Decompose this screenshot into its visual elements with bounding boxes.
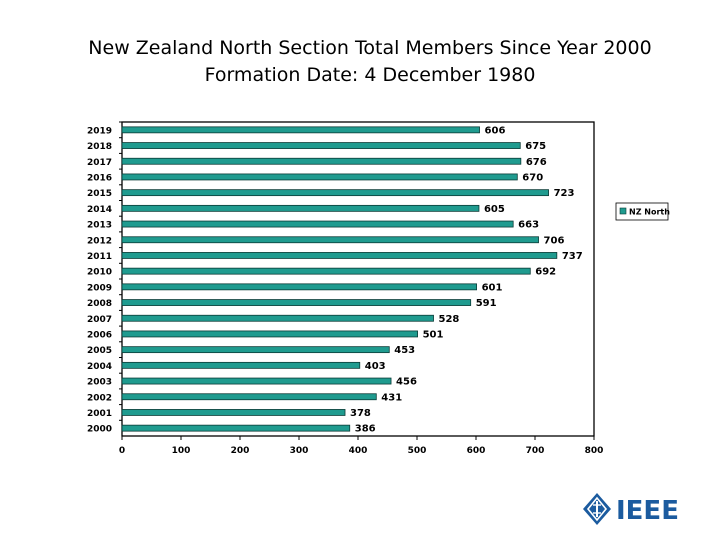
bar xyxy=(121,393,377,401)
bar xyxy=(121,330,418,338)
y-tick-label: 2008 xyxy=(87,299,112,309)
ieee-diamond-icon xyxy=(583,493,611,525)
title-block: New Zealand North Section Total Members … xyxy=(0,36,720,89)
ieee-logo-text: IEEE xyxy=(616,496,679,526)
data-label: 737 xyxy=(562,251,583,262)
x-tick-label: 100 xyxy=(172,446,191,456)
plot-frame xyxy=(121,121,595,437)
data-label: 591 xyxy=(476,298,497,309)
data-label: 692 xyxy=(535,267,556,278)
data-label: 528 xyxy=(439,314,460,325)
bar xyxy=(121,236,539,244)
x-tick-label: 300 xyxy=(290,446,309,456)
slide-subtitle: Formation Date: 4 December 1980 xyxy=(204,64,536,86)
data-label: 676 xyxy=(526,157,547,168)
y-tick-label: 2005 xyxy=(87,346,112,356)
bar xyxy=(121,204,480,212)
bar xyxy=(121,283,477,291)
bar xyxy=(121,142,521,149)
data-label: 723 xyxy=(554,188,575,199)
legend-label: NZ North xyxy=(629,208,670,217)
bar xyxy=(121,126,480,134)
x-tick-label: 0 xyxy=(119,446,125,456)
data-label: 501 xyxy=(423,329,444,340)
slide-title: New Zealand North Section Total Members … xyxy=(88,37,652,59)
y-tick-label: 2013 xyxy=(87,221,112,231)
bar xyxy=(121,314,434,322)
bar xyxy=(121,267,531,275)
y-tick-label: 2017 xyxy=(87,158,112,168)
data-label: 601 xyxy=(482,282,503,293)
y-tick-label: 2016 xyxy=(87,173,112,183)
bar xyxy=(121,252,558,259)
y-tick-label: 2015 xyxy=(87,189,112,199)
bar xyxy=(121,361,361,369)
bar xyxy=(121,157,522,165)
y-tick-label: 2007 xyxy=(87,315,112,325)
bar xyxy=(121,377,392,385)
bar xyxy=(121,173,518,181)
x-tick-label: 700 xyxy=(526,446,545,456)
y-tick-label: 2006 xyxy=(87,330,112,340)
bar xyxy=(121,220,514,228)
x-tick-label: 500 xyxy=(408,446,427,456)
data-label: 453 xyxy=(394,345,415,356)
data-label: 378 xyxy=(350,408,371,419)
bar xyxy=(121,424,351,432)
x-tick-label: 400 xyxy=(349,446,368,456)
y-tick-label: 2018 xyxy=(87,142,112,152)
data-label: 663 xyxy=(518,220,539,231)
ieee-logo: IEEE xyxy=(583,493,679,526)
legend-box xyxy=(615,202,669,221)
data-label: 606 xyxy=(485,125,506,136)
y-tick-label: 2010 xyxy=(87,268,112,278)
y-tick-label: 2002 xyxy=(87,393,112,403)
data-label: 675 xyxy=(525,141,546,152)
y-tick-label: 2004 xyxy=(87,362,112,372)
y-tick-label: 2009 xyxy=(87,283,112,293)
x-tick-label: 600 xyxy=(467,446,486,456)
x-tick-label: 800 xyxy=(585,446,604,456)
data-label: 386 xyxy=(355,424,376,435)
bar xyxy=(121,346,390,354)
data-label: 431 xyxy=(381,392,402,403)
data-label: 605 xyxy=(484,204,505,215)
y-tick-label: 2011 xyxy=(87,252,112,262)
y-tick-label: 2001 xyxy=(87,409,112,419)
data-label: 706 xyxy=(544,235,565,246)
y-tick-label: 2003 xyxy=(87,378,112,388)
bar xyxy=(121,299,472,306)
data-label: 670 xyxy=(522,172,543,183)
legend-swatch xyxy=(619,207,627,215)
bar xyxy=(121,189,549,197)
x-tick-label: 200 xyxy=(231,446,250,456)
y-tick-label: 2012 xyxy=(87,236,112,246)
y-tick-label: 2000 xyxy=(87,425,112,435)
y-tick-label: 2019 xyxy=(87,126,112,136)
y-tick-label: 2014 xyxy=(87,205,112,215)
data-label: 456 xyxy=(396,377,417,388)
bar xyxy=(121,409,346,416)
data-label: 403 xyxy=(365,361,386,372)
